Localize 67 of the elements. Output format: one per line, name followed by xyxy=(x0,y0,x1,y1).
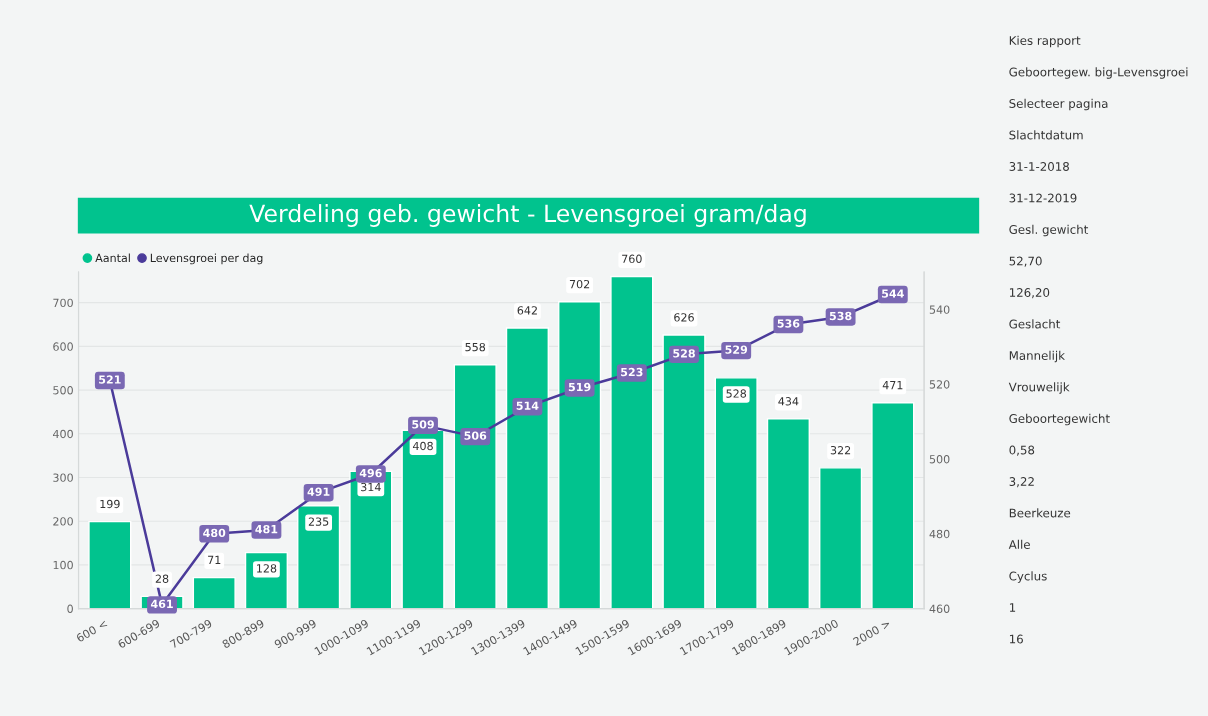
y2-tick-label: 460 xyxy=(929,604,950,613)
bar xyxy=(349,470,393,609)
data-label: 471 xyxy=(882,381,903,390)
bar xyxy=(88,520,132,609)
text: 3,22 xyxy=(1009,477,1034,488)
y-tick-label: 100 xyxy=(53,560,73,570)
bar xyxy=(714,377,758,609)
y2-tick-label: 500 xyxy=(929,455,950,464)
y2-tick-label: 540 xyxy=(929,305,950,314)
data-label: 28 xyxy=(155,574,169,583)
text: Mannelijk xyxy=(1009,350,1065,363)
text: Geboortegew. big-Levensgroei xyxy=(1009,67,1188,79)
text: Vrouwelijk xyxy=(1008,382,1070,394)
text: Selecteer pagina xyxy=(1009,98,1108,111)
legend-label: Aantal xyxy=(95,253,130,263)
data-label: 322 xyxy=(830,446,851,455)
text: 0,58 xyxy=(1009,445,1035,456)
bar xyxy=(505,327,549,609)
data-label: 408 xyxy=(412,441,433,451)
x-tick-label: 600 < xyxy=(75,619,108,643)
y-tick-label: 400 xyxy=(52,429,73,439)
data-label: 314 xyxy=(361,482,381,492)
bar xyxy=(662,334,706,609)
bar xyxy=(766,418,810,609)
y2-tick-label: 520 xyxy=(929,380,950,389)
bar xyxy=(558,301,602,609)
data-label: 626 xyxy=(674,313,694,322)
data-label: 760 xyxy=(622,254,642,264)
y-tick-label: 0 xyxy=(67,604,73,613)
text: Geslacht xyxy=(1009,319,1061,329)
text: 52,70 xyxy=(1009,256,1042,267)
y-tick-label: 500 xyxy=(53,386,73,395)
data-label: 558 xyxy=(465,342,486,352)
y2-tick-label: 480 xyxy=(929,529,950,539)
data-label: 528 xyxy=(726,389,747,398)
bar xyxy=(453,364,497,609)
data-label: 642 xyxy=(517,306,537,315)
text: Kies rapport xyxy=(1009,35,1081,48)
legend-label: Levensgroei per dag xyxy=(150,253,263,265)
text: Alle xyxy=(1008,539,1030,549)
data-label: 199 xyxy=(100,499,120,509)
text: 31-1-2018 xyxy=(1009,162,1069,171)
bar xyxy=(819,467,863,609)
data-label: 235 xyxy=(308,517,329,526)
text: Beerkeuze xyxy=(1009,508,1071,518)
text: Slachtdatum xyxy=(1009,130,1083,140)
text: Gesl. gewicht xyxy=(1009,224,1089,237)
bar xyxy=(610,275,654,609)
y-tick-label: 700 xyxy=(53,298,73,308)
data-label: 434 xyxy=(778,397,799,406)
bar xyxy=(192,576,236,609)
bar xyxy=(871,402,915,609)
chart-title: Verdeling geb. gewicht - Levensgroei gram/dag xyxy=(249,204,806,227)
data-label: 128 xyxy=(257,564,277,573)
bar xyxy=(297,505,341,609)
text: 1 xyxy=(1009,603,1016,612)
bar xyxy=(401,429,445,609)
text: Geboortegewicht xyxy=(1009,413,1110,426)
text: 16 xyxy=(1009,634,1023,644)
data-label: 71 xyxy=(208,555,221,564)
data-label: 702 xyxy=(569,279,590,289)
text: 31-12-2019 xyxy=(1009,193,1077,203)
y-tick-label: 600 xyxy=(53,342,73,351)
text: 126,20 xyxy=(1009,288,1050,299)
y-tick-label: 200 xyxy=(53,517,73,526)
text: Cyclus xyxy=(1009,571,1047,583)
y-tick-label: 300 xyxy=(53,473,73,482)
